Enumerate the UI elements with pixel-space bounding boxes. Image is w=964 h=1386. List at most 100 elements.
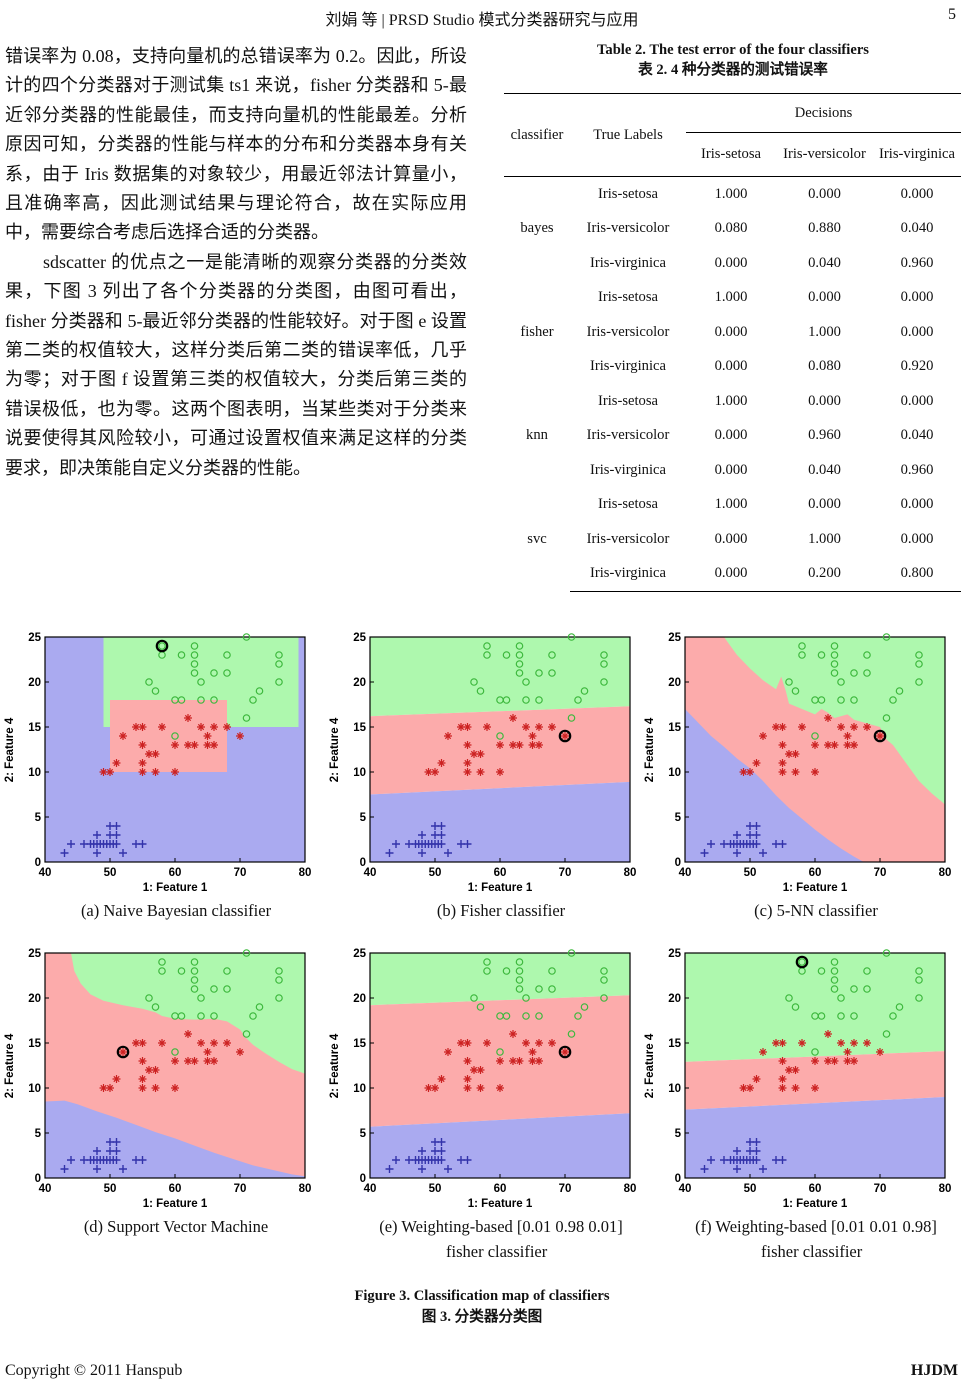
svg-text:0: 0 — [360, 857, 366, 869]
value-cell: 0.080 — [714, 220, 748, 237]
classifier-cell: fisher — [520, 323, 554, 340]
value-cell: 0.040 — [900, 427, 934, 444]
svg-text:20: 20 — [353, 993, 366, 1005]
x-axis-label: 1: Feature 1 — [468, 882, 533, 894]
series-Iris-virginica — [470, 949, 608, 1056]
series-Iris-setosa — [385, 1138, 472, 1173]
value-cell: 1.000 — [714, 392, 748, 409]
svg-text:15: 15 — [28, 722, 41, 734]
table-title-en: Table 2. The test error of the four clas… — [597, 42, 869, 58]
y-axis-label: 2: Feature 4 — [4, 1033, 16, 1098]
plot-cell-e: 40 50 60 70 80 0 5 10 15 20 25 1: Feature 1 2: Featu… — [325, 946, 645, 1261]
value-cell: 0.000 — [900, 289, 934, 306]
value-cell: 0.000 — [714, 358, 748, 375]
svg-text:5: 5 — [360, 1128, 367, 1140]
col-header-iris-versicolor: Iris-versicolor — [783, 146, 866, 162]
footer-journal: HJDM — [910, 1362, 958, 1379]
true-label-cell: Iris-versicolor — [586, 323, 670, 340]
figure-caption-zh: 图 3. 分类器分类图 — [421, 1309, 543, 1325]
plot-caption-a: (a) Naive Bayesian classifier — [80, 901, 272, 920]
value-cell: 0.000 — [714, 530, 748, 547]
series-Iris-setosa — [700, 1138, 787, 1173]
col-header-classifier: classifier — [510, 126, 564, 143]
svg-text:60: 60 — [169, 1183, 182, 1195]
value-cell: 1.000 — [714, 496, 748, 513]
axis-ticks: 40 50 60 70 80 0 5 10 15 20 25 — [353, 948, 636, 1195]
highlighted-sample-marker — [116, 1045, 130, 1059]
series-Iris-versicolor — [424, 714, 569, 776]
svg-text:50: 50 — [429, 867, 442, 879]
classification-plot-e: 40 50 60 70 80 0 5 10 15 20 25 1: Feature 1 2: Featu… — [329, 948, 636, 1210]
value-cell: 0.080 — [808, 358, 841, 375]
value-cell: 0.000 — [714, 254, 748, 271]
value-cell: 0.800 — [873, 556, 962, 592]
value-cell: 1.000 — [808, 323, 841, 340]
true-label-cell: Iris-virginica — [590, 358, 666, 375]
svg-text:15: 15 — [668, 722, 681, 734]
classification-plot-a: 40 50 60 70 80 0 5 10 15 20 25 1: Feature 1 2: Featu… — [4, 632, 312, 894]
svg-text:10: 10 — [668, 767, 681, 779]
table-row: Iris-virginica 0.000 0.040 0.960 — [504, 453, 961, 488]
table-title-zh: 表 2. 4 种分类器的测试错误率 — [638, 62, 828, 78]
svg-text:0: 0 — [35, 1173, 41, 1185]
series-Iris-versicolor — [424, 1030, 569, 1092]
classification-plot-f: 40 50 60 70 80 0 5 10 15 20 25 1: Feature 1 2: Featu… — [644, 948, 951, 1210]
svg-text:40: 40 — [364, 1183, 377, 1195]
true-label-cell: Iris-versicolor — [586, 220, 670, 237]
table-row: Iris-versicolor 0.080 0.880 0.040 — [504, 212, 961, 247]
classifier-cell: svc — [527, 531, 547, 547]
classifier-cell: knn — [526, 427, 548, 444]
series-Iris-virginica — [145, 949, 283, 1056]
x-axis-label: 1: Feature 1 — [783, 882, 848, 894]
svg-text:15: 15 — [353, 1038, 366, 1050]
table-row: Iris-virginica 0.000 0.080 0.920 — [504, 350, 961, 385]
decision-regions — [45, 637, 305, 862]
series-Iris-virginica — [470, 633, 608, 740]
value-cell: 0.880 — [808, 220, 841, 237]
figure-caption-en: Figure 3. Classification map of classifi… — [354, 1288, 610, 1304]
y-axis-label: 2: Feature 4 — [644, 717, 656, 782]
value-cell: 0.000 — [808, 392, 841, 409]
axis-ticks: 40 50 60 70 80 0 5 10 15 20 25 — [668, 632, 951, 879]
value-cell: 1.000 — [808, 530, 841, 547]
paragraph: 错误率为 0.08，支持向量机的总错误率为 0.2。因此，所设计的四个分类器对于… — [5, 46, 467, 243]
true-label-cell: Iris-setosa — [598, 496, 658, 513]
value-cell: 0.000 — [808, 289, 841, 306]
value-cell: 0.040 — [808, 254, 841, 271]
svg-text:25: 25 — [668, 948, 681, 960]
highlighted-sample-marker — [873, 729, 887, 743]
svg-text:50: 50 — [429, 1183, 442, 1195]
table-row: fisher Iris-setosa 1.000 0.000 0.000 — [504, 281, 961, 340]
series-Iris-setosa — [700, 822, 787, 857]
value-cell: 0.000 — [714, 461, 748, 478]
series-Iris-virginica — [145, 633, 283, 740]
y-axis-label: 2: Feature 4 — [644, 1033, 656, 1098]
plot-caption-c: (c) 5-NN classifier — [754, 901, 878, 920]
svg-text:80: 80 — [299, 867, 312, 879]
table-row: Iris-virginica 0.000 0.200 0.800 — [504, 556, 962, 592]
svg-text:0: 0 — [675, 857, 681, 869]
svg-text:0: 0 — [675, 1173, 681, 1185]
value-cell: 0.000 — [900, 496, 934, 513]
y-axis-label: 2: Feature 4 — [329, 717, 341, 782]
col-header-iris-virginica: Iris-virginica — [879, 146, 955, 162]
highlighted-sample-marker — [795, 955, 809, 969]
value-cell: 1.000 — [714, 289, 748, 306]
svg-text:5: 5 — [360, 812, 367, 824]
series-Iris-versicolor — [739, 714, 884, 776]
plot-cell-a: 40 50 60 70 80 0 5 10 15 20 25 1: Feature 1 2: Featu… — [0, 630, 320, 920]
x-axis-label: 1: Feature 1 — [143, 882, 208, 894]
svg-text:15: 15 — [668, 1038, 681, 1050]
series-Iris-setosa — [385, 822, 472, 857]
highlighted-sample-marker — [558, 1045, 572, 1059]
table-row: Iris-versicolor 0.000 1.000 0.000 — [504, 522, 961, 557]
svg-text:50: 50 — [744, 1183, 757, 1195]
svg-text:60: 60 — [494, 867, 507, 879]
classifier-cell: bayes — [520, 220, 554, 237]
svg-text:80: 80 — [624, 1183, 637, 1195]
decision-regions — [45, 953, 305, 1178]
svg-text:5: 5 — [675, 1128, 682, 1140]
svg-text:25: 25 — [668, 632, 681, 644]
svg-text:40: 40 — [364, 867, 377, 879]
running-header: 刘娟 等 | PRSD Studio 模式分类器研究与应用 — [325, 12, 639, 29]
